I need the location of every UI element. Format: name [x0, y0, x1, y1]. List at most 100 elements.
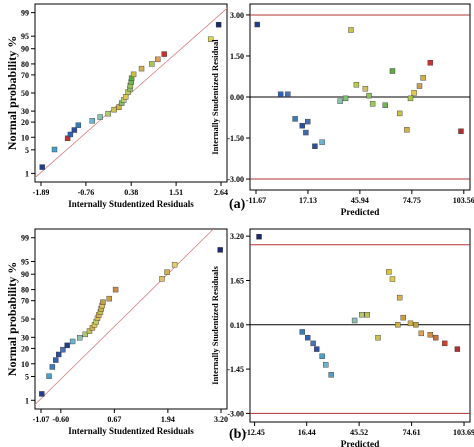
- data-point: [396, 110, 403, 117]
- data-point: [46, 373, 52, 379]
- y-tick-label: 10: [21, 133, 29, 142]
- data-point: [418, 330, 425, 337]
- y-tick-label: 30: [21, 107, 29, 116]
- data-point: [207, 36, 214, 42]
- data-point: [60, 346, 66, 353]
- y-tick-label: 1.50: [230, 52, 244, 61]
- y-tick-label: 20: [21, 344, 29, 353]
- x-tick-label: -1.07: [33, 415, 50, 424]
- y-tick-label: 80: [21, 60, 29, 69]
- data-point: [49, 364, 56, 370]
- y-tick-label: -3.00: [227, 175, 244, 184]
- data-point: [256, 234, 262, 240]
- data-point: [285, 91, 291, 97]
- data-point: [39, 391, 45, 397]
- data-point: [292, 116, 298, 122]
- y-tick-label: 3.00: [230, 11, 244, 20]
- x-tick-label: 45.94: [351, 196, 369, 205]
- y-tick-label: -3.00: [227, 409, 244, 418]
- data-point: [328, 372, 334, 378]
- plot-frame: [249, 228, 471, 423]
- data-point: [159, 276, 165, 282]
- data-point: [420, 75, 426, 81]
- panel-b-residual-vs-predicted: -12.45 16.44 45.52 74.61 103.69 -3.00 -1.45 0.1…: [210, 228, 474, 447]
- data-point: [442, 340, 448, 347]
- data-point: [77, 335, 83, 341]
- data-point: [348, 27, 354, 33]
- y-axis-title: Internally Studentized Residuals: [210, 266, 220, 385]
- x-tick-label: -11.67: [246, 196, 266, 205]
- data-point: [359, 312, 365, 318]
- data-point: [164, 269, 170, 275]
- data-point: [337, 98, 343, 104]
- data-point: [342, 95, 349, 102]
- data-point: [67, 131, 74, 138]
- data-point: [369, 101, 376, 107]
- y-tick-label: 90: [21, 45, 29, 54]
- data-point: [395, 322, 401, 328]
- x-tick-label: 74.75: [403, 196, 421, 205]
- data-point: [116, 104, 122, 110]
- data-point: [310, 340, 316, 347]
- data-point: [155, 56, 161, 63]
- y-axis-title: Internally Studentized Residual: [210, 39, 220, 155]
- panel-label: (b): [229, 427, 246, 442]
- data-point: [375, 334, 381, 341]
- data-point: [319, 353, 325, 359]
- data-point: [427, 332, 434, 338]
- y-tick-label: 50: [21, 315, 29, 324]
- data-point: [305, 334, 311, 341]
- data-point: [51, 146, 58, 153]
- data-point: [319, 139, 325, 145]
- data-point: [254, 21, 260, 28]
- x-axis-title: Internally Studentized Residuals: [68, 426, 194, 436]
- y-tick-label: 95: [21, 258, 29, 267]
- y-tick-label: -1.45: [227, 365, 244, 374]
- data-point: [411, 90, 417, 96]
- y-tick-label: 0.10: [230, 321, 244, 330]
- x-tick-label: -12.45: [244, 428, 265, 437]
- x-axis-title: Predicted: [341, 208, 381, 218]
- x-axis-title: Internally Studentized Residuals: [68, 199, 194, 209]
- panel-a-normal-plot: -1.89 -0.76 0.38 1.51 2.64 1 5 10 20 30 50 70 80 90 95…: [5, 3, 228, 209]
- data-point: [89, 118, 95, 124]
- data-point: [458, 128, 464, 134]
- data-point: [215, 21, 222, 28]
- data-point: [97, 114, 103, 120]
- data-point: [149, 61, 155, 67]
- y-tick-label: 10: [21, 360, 29, 369]
- data-point: [389, 276, 396, 282]
- y-axis-title: Normal probability %: [5, 36, 19, 150]
- y-tick-label: 3.20: [230, 232, 244, 241]
- x-tick-label: -0.60: [52, 415, 69, 424]
- y-tick-label: 99: [21, 9, 29, 18]
- data-point: [105, 110, 111, 117]
- x-tick-label: 3.20: [214, 415, 228, 424]
- x-tick-label: -1.89: [33, 188, 50, 197]
- y-tick-label: 1.65: [230, 276, 244, 285]
- data-point: [400, 314, 406, 321]
- x-tick-label: 2.64: [214, 188, 228, 197]
- x-tick-label: 16.44: [298, 428, 316, 437]
- y-tick-label: 50: [21, 89, 29, 98]
- y-tick-label: 70: [21, 71, 29, 80]
- data-point: [122, 94, 129, 100]
- data-point: [106, 295, 112, 302]
- x-tick-label: 45.52: [350, 428, 368, 437]
- y-tick-label: 20: [21, 118, 29, 127]
- data-point: [171, 261, 178, 268]
- panel-a-residual-vs-predicted: -11.67 17.13 45.94 74.75 103.56 -3.00 -1.50 0.0…: [210, 3, 474, 218]
- y-tick-label: 70: [21, 297, 29, 306]
- data-point: [130, 71, 137, 78]
- data-point: [362, 86, 369, 92]
- data-point: [39, 164, 45, 170]
- data-point: [413, 322, 419, 328]
- data-point: [75, 122, 82, 128]
- data-point: [64, 135, 71, 141]
- data-point: [407, 320, 414, 327]
- data-point: [53, 357, 59, 363]
- y-tick-label: 5: [25, 372, 29, 381]
- data-point: [366, 92, 372, 99]
- data-point: [111, 106, 117, 113]
